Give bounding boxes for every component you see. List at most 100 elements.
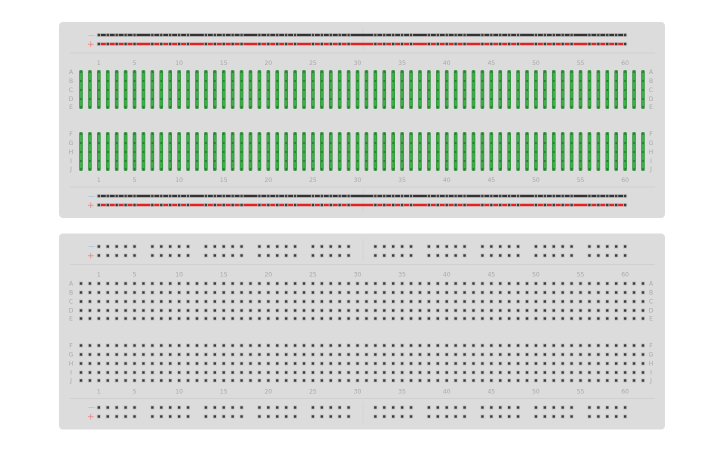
hole	[552, 245, 555, 248]
hole	[561, 245, 564, 248]
hole	[588, 362, 591, 365]
hole	[499, 353, 502, 356]
hole	[606, 291, 609, 294]
hole	[195, 309, 199, 312]
hole	[320, 415, 324, 418]
hole	[543, 309, 547, 312]
hole	[284, 344, 288, 347]
hole	[205, 151, 207, 153]
hole	[597, 415, 600, 418]
hole	[507, 33, 511, 37]
hole	[204, 194, 208, 198]
hole	[258, 80, 261, 82]
hole	[445, 317, 448, 320]
hole	[222, 168, 225, 170]
row-label: D	[69, 96, 74, 103]
hole	[526, 71, 528, 73]
row-label: C	[649, 87, 653, 94]
hole	[499, 71, 502, 73]
hole	[320, 33, 324, 37]
hole	[419, 98, 421, 100]
row-label: F	[649, 131, 653, 138]
plus-label: +	[87, 40, 95, 50]
hole	[151, 353, 154, 356]
column-label: 40	[443, 60, 451, 67]
hole	[329, 151, 332, 153]
hole	[356, 151, 359, 153]
hole	[365, 160, 368, 162]
hole	[374, 353, 377, 356]
hole	[106, 254, 109, 257]
hole	[570, 106, 573, 108]
hole	[534, 194, 538, 198]
hole	[195, 379, 199, 382]
hole	[347, 406, 350, 409]
hole	[249, 168, 252, 170]
hole	[490, 282, 493, 285]
hole	[302, 362, 306, 365]
hole	[624, 98, 626, 100]
hole	[160, 344, 163, 347]
hole	[169, 371, 172, 374]
hole	[124, 106, 127, 108]
hole	[508, 160, 510, 162]
hole	[490, 133, 493, 135]
hole	[410, 160, 412, 162]
column-label: 40	[443, 177, 451, 184]
hole	[642, 133, 644, 135]
hole	[428, 133, 430, 135]
hole	[284, 300, 288, 303]
row-label: B	[69, 78, 73, 85]
hole	[561, 89, 564, 91]
hole	[400, 291, 404, 294]
hole	[623, 282, 627, 285]
hole	[543, 344, 547, 347]
hole	[124, 33, 127, 37]
hole	[463, 291, 466, 294]
hole	[606, 317, 609, 320]
hole	[383, 282, 386, 285]
hole	[454, 344, 457, 347]
hole	[597, 245, 600, 248]
hole	[499, 344, 502, 347]
hole	[151, 33, 154, 37]
row-label: D	[649, 308, 654, 315]
hole	[240, 106, 243, 108]
hole	[534, 406, 538, 409]
hole	[516, 406, 520, 409]
hole	[115, 371, 118, 374]
hole	[579, 142, 582, 144]
hole	[570, 344, 573, 347]
hole	[392, 406, 395, 409]
hole	[365, 106, 368, 108]
hole	[543, 291, 547, 294]
hole	[231, 291, 234, 294]
hole	[392, 291, 395, 294]
hole	[338, 160, 341, 162]
hole	[561, 33, 564, 37]
column-label: 25	[309, 177, 317, 184]
hole	[88, 379, 92, 382]
hole	[258, 98, 261, 100]
hole	[437, 168, 439, 170]
hole	[151, 282, 154, 285]
hole	[588, 300, 591, 303]
hole	[204, 344, 208, 347]
hole	[329, 142, 332, 144]
hole	[276, 371, 279, 374]
hole	[552, 151, 555, 153]
hole	[356, 371, 359, 374]
hole	[419, 89, 421, 91]
hole	[597, 379, 600, 382]
hole	[124, 89, 127, 91]
hole	[303, 80, 305, 82]
hole	[258, 371, 261, 374]
hole	[258, 344, 261, 347]
hole	[329, 415, 332, 418]
hole	[623, 379, 627, 382]
hole	[284, 291, 288, 294]
hole	[641, 353, 645, 356]
hole	[249, 160, 252, 162]
hole	[401, 98, 403, 100]
hole	[481, 142, 484, 144]
